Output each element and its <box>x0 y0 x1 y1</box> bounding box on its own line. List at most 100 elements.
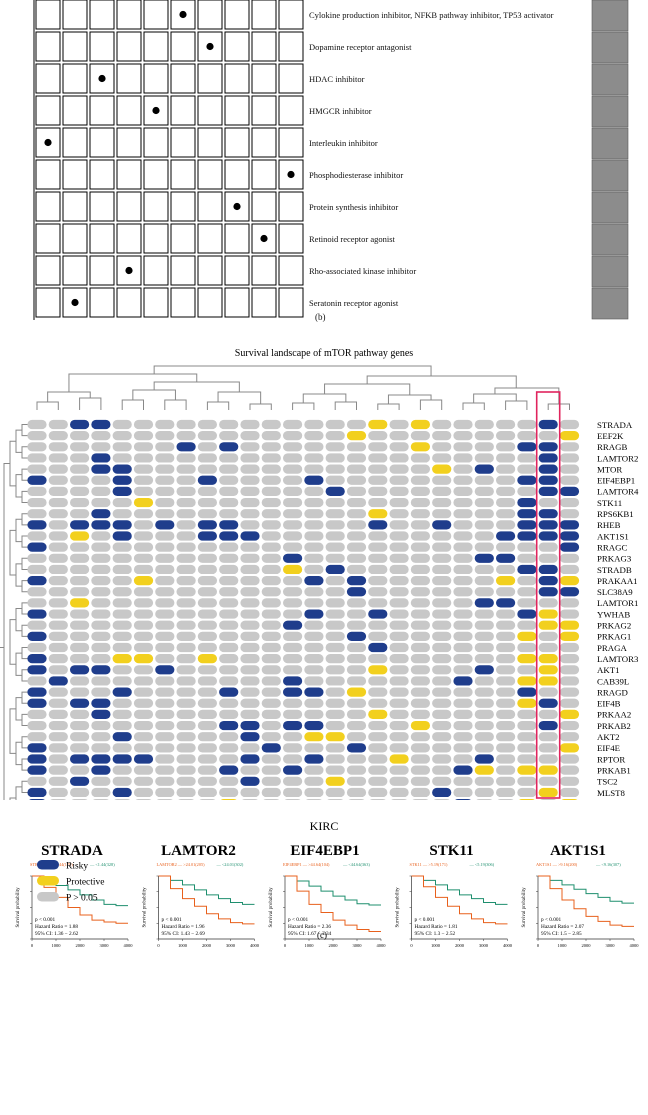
grid-cell <box>116 127 142 158</box>
heatmap-cell <box>155 676 175 686</box>
heatmap-cell <box>48 431 68 441</box>
heatmap-cell <box>368 654 388 664</box>
gene-label: AKT1S1 <box>597 531 629 541</box>
km-legend-low: — <1.44(328) <box>89 862 115 867</box>
km-gene-title: EIF4EBP1 <box>290 843 359 859</box>
heatmap-cell <box>91 464 111 474</box>
heatmap-cell <box>70 676 90 686</box>
dendrogram-link <box>3 463 10 821</box>
heatmap-cell <box>325 787 345 798</box>
grid-cell <box>89 63 115 94</box>
heatmap-cell <box>474 453 494 463</box>
km-x-tick-label: 3000 <box>353 943 363 948</box>
heatmap-cell <box>155 520 175 530</box>
dendrogram-link <box>377 403 400 410</box>
heatmap-cell <box>325 464 345 474</box>
heatmap-cell <box>70 509 90 519</box>
heatmap-cell <box>474 687 494 697</box>
heatmap-cell <box>283 497 303 508</box>
heatmap-cell <box>453 709 473 719</box>
heatmap-cell <box>91 743 111 753</box>
heatmap-cell <box>155 665 175 675</box>
heatmap-cell <box>368 776 388 786</box>
heatmap-cell <box>176 732 196 742</box>
heatmap-cell <box>517 642 537 653</box>
heatmap-cell <box>474 732 494 742</box>
heatmap-cell <box>346 698 367 708</box>
heatmap-cell <box>346 587 367 597</box>
column-dendrogram <box>36 365 570 410</box>
heatmap-cell <box>70 698 90 708</box>
heatmap-cell <box>48 509 68 519</box>
heatmap-cell <box>176 464 196 474</box>
heatmap-cell <box>410 720 430 731</box>
heatmap-cell <box>283 754 303 764</box>
heatmap-cell <box>219 509 239 519</box>
heatmap-cell <box>155 720 175 731</box>
heatmap-cell <box>219 553 239 563</box>
gene-label: SLC38A9 <box>597 587 633 597</box>
heatmap-cell <box>70 776 90 786</box>
heatmap-cell <box>432 620 452 630</box>
heatmap-cell <box>133 419 154 430</box>
side-bar-cell <box>591 191 629 224</box>
dendrogram-link <box>505 400 528 410</box>
km-ci: 95% CI: 1.36 − 2.62 <box>35 931 79 937</box>
heatmap-cell <box>219 787 239 798</box>
grid-cell <box>170 127 196 158</box>
heatmap-cell <box>496 453 516 463</box>
heatmap-cell <box>389 787 409 798</box>
km-x-tick-label: 1000 <box>178 943 188 948</box>
heatmap-cell <box>389 609 409 619</box>
grid-cell <box>170 159 196 190</box>
heatmap-cell <box>453 642 473 653</box>
heatmap-cell <box>240 509 260 519</box>
heatmap-cell <box>133 542 154 552</box>
heatmap-cell <box>197 720 217 731</box>
heatmap-cell <box>346 765 367 775</box>
gene-label: RHEB <box>597 520 621 530</box>
km-plot-eif4ebp1: EIF4EBP1 EIF4EBP1 — >44.64(104) — <44.64(3… <box>269 843 386 948</box>
heatmap-cell <box>496 787 516 798</box>
km-x-tick-label: 4000 <box>630 943 640 948</box>
heatmap-cell <box>91 609 111 619</box>
heatmap-cell <box>559 776 580 786</box>
heatmap-cell <box>283 564 303 575</box>
gene-label: PRKAB2 <box>597 721 631 731</box>
heatmap-cell <box>240 642 260 653</box>
heatmap-cell <box>176 587 196 597</box>
heatmap-cell <box>559 486 580 496</box>
heatmap-cell <box>48 665 68 675</box>
grid-cell <box>89 223 115 254</box>
heatmap-cell <box>559 587 580 597</box>
km-x-tick-label: 2000 <box>329 943 339 948</box>
grid-cell <box>35 287 61 318</box>
km-y-label: Survival probability <box>396 887 401 928</box>
grid-cell <box>116 95 142 126</box>
heatmap-cell <box>155 631 175 641</box>
km-x-tick-label: 2000 <box>202 943 212 948</box>
km-curve-low <box>411 875 508 905</box>
heatmap-cell <box>389 709 409 719</box>
heatmap-cell <box>91 431 111 441</box>
heatmap-cell <box>389 732 409 742</box>
heatmap-cell <box>48 732 68 742</box>
heatmap-cell <box>261 631 281 641</box>
heatmap-cell <box>176 709 196 719</box>
heatmap-cell <box>538 453 558 463</box>
heatmap-cell <box>389 486 409 496</box>
heatmap-cell <box>538 776 558 786</box>
heatmap-cell <box>155 419 175 430</box>
grid-cell <box>62 31 88 62</box>
heatmap-cell <box>325 743 345 753</box>
heatmap-cell <box>346 620 367 630</box>
heatmap-cell <box>27 564 47 575</box>
heatmap-cell <box>27 464 47 474</box>
heatmap-cell <box>133 676 154 686</box>
dendrogram-link <box>366 375 517 388</box>
heatmap-cell <box>70 787 90 798</box>
heatmap-cell <box>283 720 303 731</box>
heatmap-cell <box>91 475 111 485</box>
grid-cell <box>278 0 304 30</box>
side-bar-cell <box>591 255 629 288</box>
